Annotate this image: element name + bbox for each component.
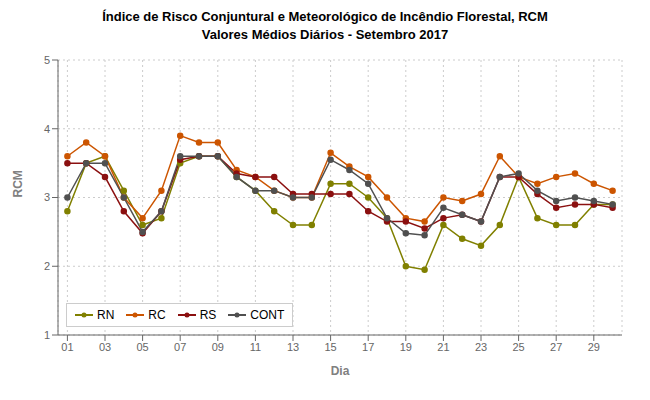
html-text:Índice de Risco Conjuntural e: Índice de Risco Conjuntural e Meteorológ…	[102, 9, 548, 24]
svg-text:11: 11	[250, 341, 261, 353]
html-text:RN: RN	[97, 308, 115, 322]
svg-text:27: 27	[550, 341, 562, 353]
html-text:RC: RC	[148, 308, 166, 322]
svg-text:21: 21	[437, 341, 449, 353]
svg-text:RCM: RCM	[11, 170, 25, 197]
html-text:Valores Médios Diários - Setem: Valores Médios Diários - Setembro 2017	[201, 27, 449, 42]
svg-text:4: 4	[44, 123, 50, 135]
svg-text:05: 05	[136, 341, 148, 353]
svg-text:1: 1	[44, 329, 50, 341]
html-text:CONT: CONT	[250, 308, 285, 322]
svg-text:23: 23	[475, 341, 487, 353]
svg-text:17: 17	[362, 341, 374, 353]
svg-text:19: 19	[400, 341, 412, 353]
svg-text:25: 25	[512, 341, 524, 353]
svg-text:3: 3	[44, 191, 50, 203]
svg-text:5: 5	[44, 54, 50, 66]
svg-text:07: 07	[174, 341, 186, 353]
svg-text:09: 09	[212, 341, 224, 353]
svg-text:Dia: Dia	[331, 364, 350, 378]
svg-text:13: 13	[287, 341, 299, 353]
svg-text:15: 15	[324, 341, 336, 353]
svg-text:2: 2	[44, 260, 50, 272]
svg-text:29: 29	[588, 341, 600, 353]
svg-text:03: 03	[99, 341, 111, 353]
html-text:RS: RS	[199, 308, 217, 322]
svg-text:01: 01	[61, 341, 73, 353]
